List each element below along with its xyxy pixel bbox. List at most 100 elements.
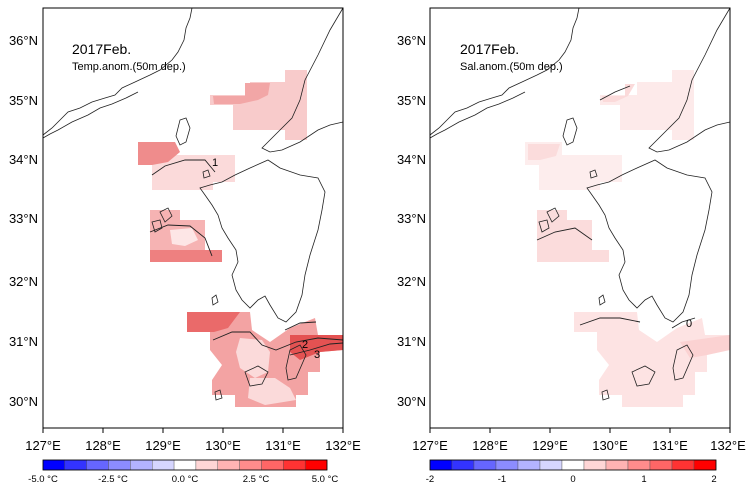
coastline (562, 117, 578, 146)
colorbar-swatch (42, 459, 66, 471)
colorbar-swatch (304, 459, 328, 471)
map-subtitle: Sal.anom.(50m dep.) (460, 61, 563, 73)
colorbar-label: -2.5 °C (98, 474, 128, 485)
colorbar-label: -5.0 °C (28, 474, 58, 485)
colorbar-label: 1 (641, 474, 646, 485)
lon-tick-label: 127°E (412, 438, 448, 453)
colorbar-swatch (429, 459, 453, 471)
lat-tick-label: 30°N (9, 394, 38, 409)
colorbar-swatch (561, 459, 585, 471)
lon-axis: 127°E 128°E 129°E 130°E 131°E 132°E (25, 428, 361, 453)
colorbar-label: 0.0 °C (172, 474, 199, 485)
coastline (429, 91, 526, 139)
colorbar-frame (429, 459, 717, 471)
colorbar-swatch (627, 459, 651, 471)
map-subtitle: Temp.anom.(50m dep.) (72, 61, 186, 73)
colorbar-swatch (217, 459, 240, 471)
lon-tick-label: 131°E (265, 438, 301, 453)
colorbar-swatch (152, 459, 175, 471)
coastline (429, 7, 580, 136)
lon-tick-label: 128°E (472, 438, 508, 453)
colorbar-swatch (539, 459, 563, 471)
map-title: 2017Feb. (460, 41, 519, 57)
lat-tick-label: 33°N (397, 211, 426, 226)
colorbar-swatch (605, 459, 629, 471)
anomaly-patch (213, 83, 270, 104)
contour-line (151, 159, 216, 176)
lat-tick-label: 32°N (397, 274, 426, 289)
anomaly-patch (150, 250, 222, 262)
salinity-colorbar (429, 459, 717, 471)
coastlines (429, 7, 731, 401)
lat-tick-label: 34°N (9, 152, 38, 167)
colorbar-swatch (195, 459, 218, 471)
coastline (151, 219, 163, 233)
colorbar-swatch (173, 459, 197, 471)
coastline (42, 7, 193, 136)
anomaly-field (525, 70, 730, 407)
colorbar-swatch (239, 459, 262, 471)
coastline (214, 389, 223, 401)
lon-tick-label: 129°E (532, 438, 568, 453)
colorbar-swatch (473, 459, 497, 471)
lon-tick-label: 127°E (25, 438, 61, 453)
colorbar-swatch (130, 459, 153, 471)
colorbar-swatch (86, 459, 109, 471)
temperature-anomaly-map: 1 2 3 2017Feb. Temp.anom.(50m dep.) 127°… (9, 7, 361, 485)
colorbar-swatch (495, 459, 519, 471)
lon-tick-label: 128°E (85, 438, 121, 453)
lat-tick-label: 31°N (9, 334, 38, 349)
contour-label: 3 (314, 349, 320, 361)
lon-tick-label: 132°E (325, 438, 361, 453)
coastline (261, 7, 344, 153)
colorbar-label: -1 (498, 474, 506, 485)
lat-tick-label: 36°N (397, 33, 426, 48)
anomaly-patch (602, 84, 635, 102)
lat-tick-label: 34°N (397, 152, 426, 167)
colorbar-label: 2 (711, 474, 716, 485)
coastline (546, 207, 560, 223)
lat-tick-label: 30°N (397, 394, 426, 409)
anomaly-patch (537, 210, 609, 262)
contour-line (671, 317, 696, 329)
colorbar-swatch (261, 459, 284, 471)
colorbar-swatch (517, 459, 541, 471)
lat-axis: 36°N 35°N 34°N 33°N 32°N 31°N 30°N (9, 33, 38, 409)
colorbar-swatch (649, 459, 673, 471)
contour-line (289, 342, 344, 356)
anomaly-patch (138, 142, 180, 165)
coastline (586, 159, 713, 323)
contour-lines (536, 85, 696, 329)
coastline (589, 169, 598, 179)
temperature-colorbar (42, 459, 328, 471)
colorbar-swatch (693, 459, 717, 471)
anomaly-field (138, 70, 343, 407)
contour-line (212, 331, 344, 351)
coastline (648, 7, 731, 153)
contour-line (599, 85, 631, 101)
contour-label: 1 (212, 157, 218, 169)
lat-tick-label: 35°N (397, 93, 426, 108)
map-title: 2017Feb. (72, 41, 131, 57)
lon-tick-label: 132°E (710, 438, 746, 453)
colorbar-swatch (451, 459, 475, 471)
lat-axis: 36°N 35°N 34°N 33°N 32°N 31°N 30°N (397, 33, 426, 409)
salinity-anomaly-map: 0 2017Feb. Sal.anom.(50m dep.) 127°E 128… (397, 7, 746, 485)
coastline (202, 169, 211, 179)
coastline (598, 294, 606, 306)
anomaly-patch (187, 312, 240, 332)
contour-line (284, 321, 317, 331)
coastline (538, 219, 550, 233)
lat-tick-label: 31°N (397, 334, 426, 349)
coastlines (42, 7, 344, 401)
coastline (42, 91, 139, 139)
colorbar-frame (42, 459, 328, 471)
lon-tick-label: 131°E (652, 438, 688, 453)
coastline (672, 344, 694, 381)
lon-tick-label: 130°E (592, 438, 628, 453)
coastline (159, 207, 173, 223)
colorbar-swatch (108, 459, 131, 471)
lon-tick-label: 130°E (205, 438, 241, 453)
coastline (211, 294, 219, 306)
